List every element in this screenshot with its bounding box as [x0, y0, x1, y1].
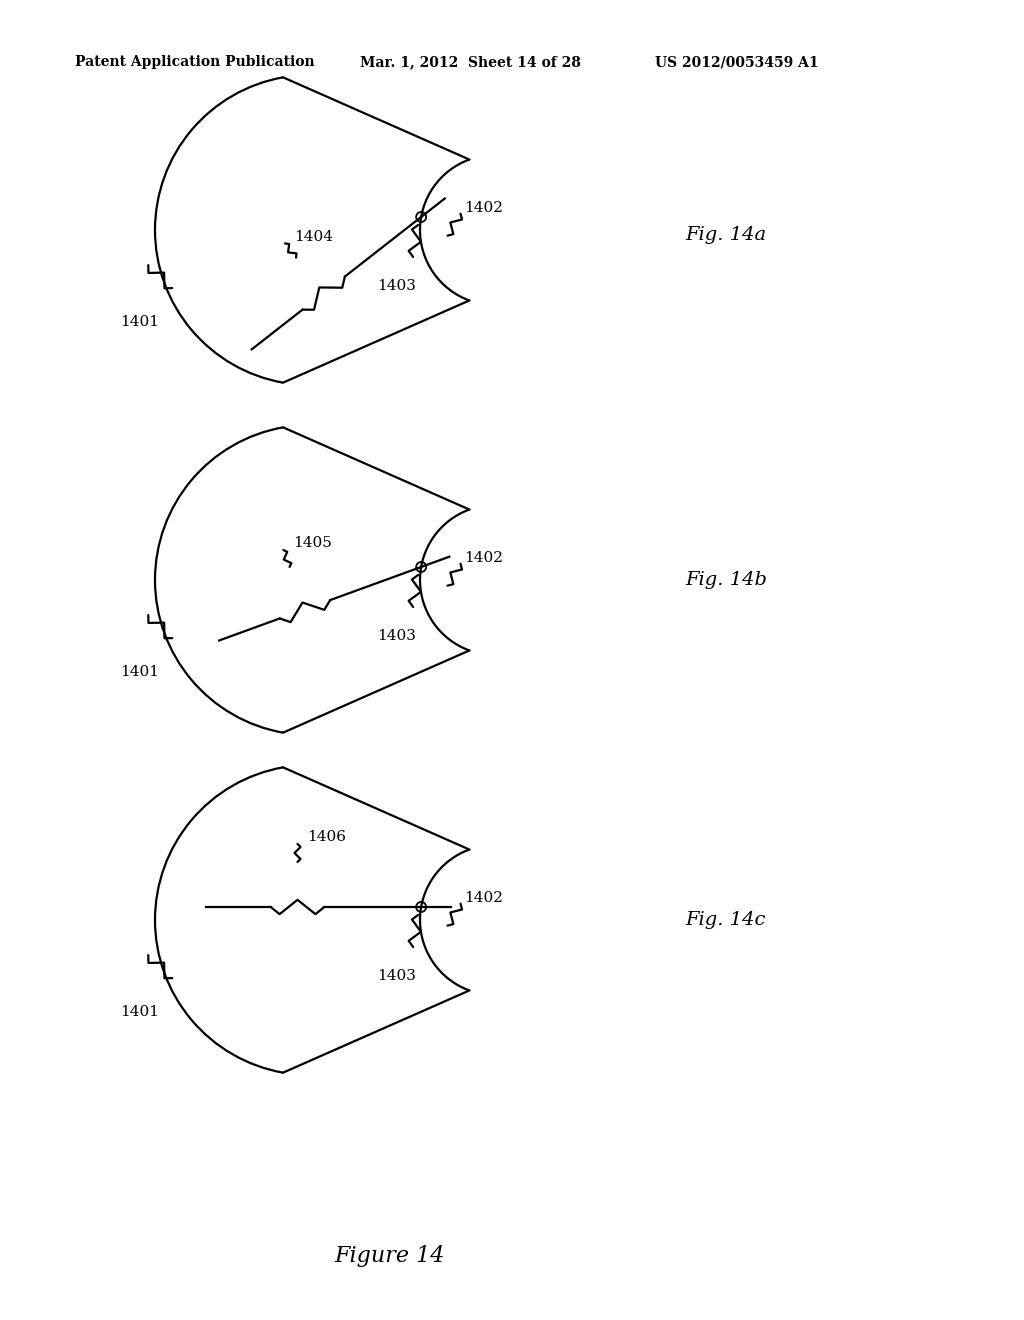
Text: 1401: 1401	[120, 1005, 160, 1019]
Text: 1405: 1405	[293, 536, 332, 550]
Text: 1401: 1401	[120, 665, 160, 678]
Text: 1402: 1402	[465, 550, 504, 565]
Text: 1406: 1406	[307, 830, 346, 843]
Text: 1401: 1401	[120, 315, 160, 329]
Text: 1404: 1404	[294, 230, 333, 244]
Text: 1402: 1402	[465, 891, 504, 904]
Text: Fig. 14c: Fig. 14c	[685, 911, 765, 929]
Text: Figure 14: Figure 14	[335, 1245, 445, 1267]
Text: Mar. 1, 2012  Sheet 14 of 28: Mar. 1, 2012 Sheet 14 of 28	[360, 55, 581, 69]
Text: 1403: 1403	[377, 628, 416, 643]
Text: 1403: 1403	[377, 969, 416, 983]
Text: Fig. 14a: Fig. 14a	[685, 226, 766, 244]
Text: 1403: 1403	[377, 279, 416, 293]
Text: US 2012/0053459 A1: US 2012/0053459 A1	[655, 55, 818, 69]
Text: Fig. 14b: Fig. 14b	[685, 572, 767, 589]
Text: Patent Application Publication: Patent Application Publication	[75, 55, 314, 69]
Text: 1402: 1402	[465, 201, 504, 215]
